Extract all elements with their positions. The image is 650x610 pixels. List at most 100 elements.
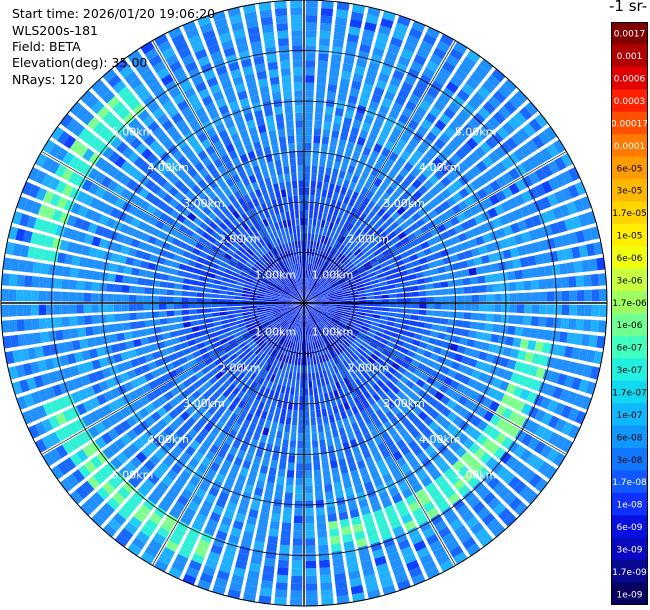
range-gate	[182, 378, 193, 388]
range-gate	[147, 361, 158, 371]
range-gate	[306, 298, 314, 302]
range-gate	[191, 41, 205, 53]
range-gate	[339, 281, 348, 287]
range-gate	[161, 475, 174, 487]
azimuth-line	[152, 302, 305, 566]
range-gate	[286, 120, 294, 129]
range-gate	[554, 190, 566, 204]
range-gate	[502, 249, 512, 260]
range-gate	[42, 190, 54, 204]
range-gate	[250, 95, 261, 105]
range-gate	[68, 437, 81, 451]
range-gate	[108, 194, 119, 206]
range-gate	[366, 299, 375, 303]
range-gate	[250, 313, 258, 317]
range-gate	[267, 347, 274, 356]
range-gate	[529, 328, 538, 339]
range-gate	[305, 270, 308, 279]
range-gate	[361, 474, 372, 484]
range-gate	[171, 359, 181, 369]
range-gate	[311, 308, 319, 314]
range-gate	[232, 174, 241, 184]
range-gate	[269, 258, 276, 266]
range-gate	[290, 387, 295, 396]
range-gate	[62, 409, 74, 423]
range-gate	[456, 252, 466, 261]
range-gate	[242, 592, 256, 602]
range-gate	[193, 144, 204, 155]
range-gate	[250, 225, 258, 234]
range-gate	[503, 491, 517, 506]
range-gate	[243, 284, 252, 289]
range-gate	[353, 396, 361, 406]
range-gate	[322, 260, 328, 269]
range-gate	[336, 496, 346, 506]
range-gate	[434, 303, 442, 310]
range-gate	[373, 335, 382, 342]
range-gate	[368, 101, 380, 111]
range-gate	[237, 197, 246, 206]
range-gate	[299, 305, 303, 313]
range-gate	[296, 287, 300, 294]
range-gate	[232, 396, 241, 406]
range-gate	[354, 228, 362, 237]
range-gate	[330, 279, 338, 286]
range-gate	[227, 383, 236, 393]
range-gate	[168, 86, 182, 99]
range-gate	[191, 100, 203, 112]
range-gate	[40, 331, 49, 343]
range-gate	[412, 395, 423, 405]
range-gate	[252, 198, 260, 207]
range-gate	[275, 314, 283, 320]
range-gate	[434, 205, 445, 215]
range-gate	[177, 99, 189, 112]
range-gate	[264, 325, 272, 331]
range-gate	[226, 307, 235, 311]
range-gate	[310, 364, 315, 373]
range-gate	[297, 270, 300, 279]
range-gate	[324, 284, 332, 290]
range-gate	[89, 397, 101, 409]
range-gate	[59, 355, 69, 367]
range-gate	[263, 193, 271, 203]
range-gate	[221, 555, 234, 567]
range-gate	[335, 294, 344, 298]
range-gate	[392, 162, 402, 173]
range-gate	[336, 336, 343, 344]
range-gate	[278, 45, 290, 54]
range-gate	[276, 574, 288, 583]
range-gate	[357, 177, 366, 187]
range-gate	[457, 364, 468, 374]
range-gate	[272, 91, 282, 100]
range-gate	[219, 32, 232, 43]
range-gate	[389, 76, 402, 88]
range-gate	[269, 191, 276, 201]
range-gate	[144, 224, 154, 234]
range-gate	[415, 161, 426, 172]
range-gate	[559, 331, 568, 343]
range-gate	[138, 187, 150, 199]
range-gate	[430, 125, 442, 137]
range-gate	[107, 180, 119, 192]
range-gate	[168, 186, 179, 197]
range-gate	[244, 358, 252, 366]
range-gate	[98, 214, 109, 226]
range-gate	[196, 256, 206, 264]
range-gate	[41, 435, 54, 450]
range-gate	[297, 294, 303, 301]
range-gate	[121, 285, 130, 293]
range-gate	[243, 403, 252, 412]
range-gate	[242, 287, 251, 292]
range-gate	[316, 379, 322, 387]
range-gate	[320, 401, 326, 410]
range-gate	[315, 499, 325, 508]
range-gate	[244, 251, 252, 259]
range-ring-label: 5.00km	[112, 126, 154, 139]
range-gate	[232, 357, 241, 365]
range-gate	[291, 30, 303, 38]
range-gate	[541, 412, 553, 426]
colorbar-tick-label: 1e-09	[617, 590, 643, 600]
range-gate	[306, 312, 310, 320]
range-gate	[325, 286, 333, 292]
range-gate	[277, 468, 286, 478]
